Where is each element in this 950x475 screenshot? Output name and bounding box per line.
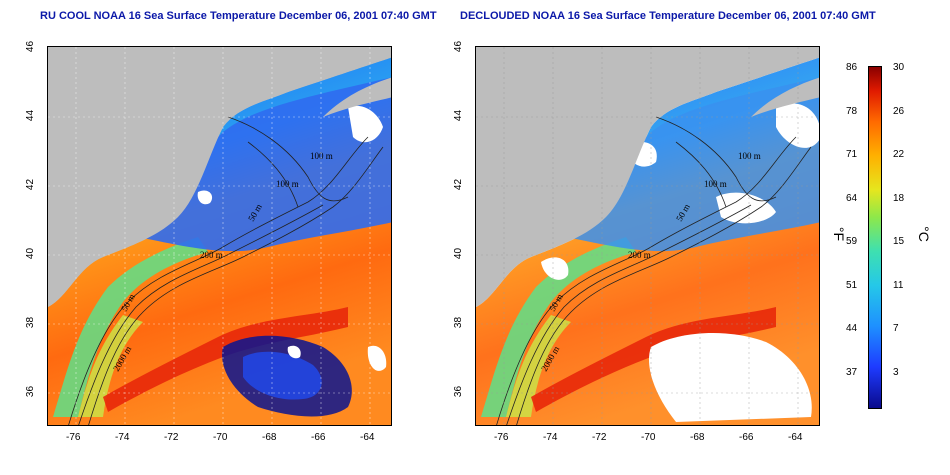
latitude-tick-label: 36: [453, 385, 465, 398]
land-mass: [48, 47, 391, 307]
bathymetry-contours: [68, 116, 384, 425]
fahrenheit-tick-label: 71: [846, 149, 858, 160]
left-map-title: RU COOL NOAA 16 Sea Surface Temperature …: [40, 10, 437, 22]
fahrenheit-unit: °F: [831, 226, 848, 242]
longitude-tick-label: -64: [788, 432, 803, 443]
declouded-sst-map-panel: 100 m 100 m 200 m 50 m 2000 m 50 m: [475, 46, 820, 426]
celsius-tick-label: 7: [893, 323, 899, 334]
longitude-tick-label: -72: [592, 432, 607, 443]
fahrenheit-tick-label: 51: [846, 279, 858, 291]
latitude-tick-label: 46: [453, 40, 465, 53]
contour-label: 100 m: [738, 151, 761, 161]
latitude-tick-label: 40: [453, 247, 465, 260]
raw-sst-map-panel: 100 m 100 m 200 m 50 m 2000 m 50 m: [47, 46, 392, 426]
contour-label: 100 m: [310, 151, 333, 161]
contour-label: 200 m: [628, 250, 651, 260]
latitude-tick-label: 44: [25, 109, 37, 122]
raw-sst-map: 100 m 100 m 200 m 50 m 2000 m 50 m: [48, 47, 391, 425]
celsius-tick-label: 18: [893, 192, 905, 204]
latitude-tick-label: 42: [25, 178, 37, 191]
contour-label: 100 m: [704, 179, 727, 189]
longitude-tick-label: -72: [164, 432, 179, 443]
fahrenheit-tick-label: 78: [846, 105, 858, 117]
longitude-tick-label: -74: [543, 432, 558, 443]
fahrenheit-tick-label: 64: [846, 192, 858, 204]
longitude-tick-label: -76: [66, 432, 81, 443]
longitude-tick-label: -64: [360, 432, 375, 443]
contour-label: 100 m: [276, 179, 299, 189]
fahrenheit-tick-label: 44: [846, 323, 858, 334]
latitude-tick-label: 44: [453, 109, 465, 122]
longitude-tick-label: -76: [494, 432, 509, 443]
celsius-tick-label: 15: [893, 236, 905, 247]
celsius-tick-label: 3: [893, 366, 899, 378]
right-map-title: DECLOUDED NOAA 16 Sea Surface Temperatur…: [460, 10, 876, 22]
celsius-tick-label: 30: [893, 62, 905, 73]
latitude-tick-label: 40: [25, 247, 37, 260]
latitude-tick-label: 36: [25, 385, 37, 398]
fahrenheit-tick-label: 37: [846, 366, 858, 378]
longitude-tick-label: -70: [641, 432, 656, 443]
latitude-tick-label: 42: [453, 178, 465, 191]
celsius-tick-label: 11: [893, 279, 904, 291]
fahrenheit-tick-label: 86: [846, 62, 858, 73]
longitude-tick-label: -68: [262, 432, 277, 443]
latitude-tick-label: 46: [25, 40, 37, 53]
celsius-tick-label: 26: [893, 105, 905, 117]
latitude-tick-label: 38: [453, 316, 465, 329]
longitude-tick-label: -66: [739, 432, 754, 443]
fahrenheit-tick-label: 59: [846, 236, 858, 247]
longitude-tick-label: -66: [311, 432, 326, 443]
longitude-tick-label: -74: [115, 432, 130, 443]
declouded-sst-map: 100 m 100 m 200 m 50 m 2000 m 50 m: [476, 47, 819, 425]
longitude-tick-label: -70: [213, 432, 228, 443]
temperature-colorbar: [868, 66, 882, 409]
celsius-tick-label: 22: [893, 149, 905, 160]
longitude-tick-label: -68: [690, 432, 705, 443]
celsius-unit: °C: [915, 226, 932, 242]
latitude-tick-label: 38: [25, 316, 37, 329]
contour-label: 200 m: [200, 250, 223, 260]
